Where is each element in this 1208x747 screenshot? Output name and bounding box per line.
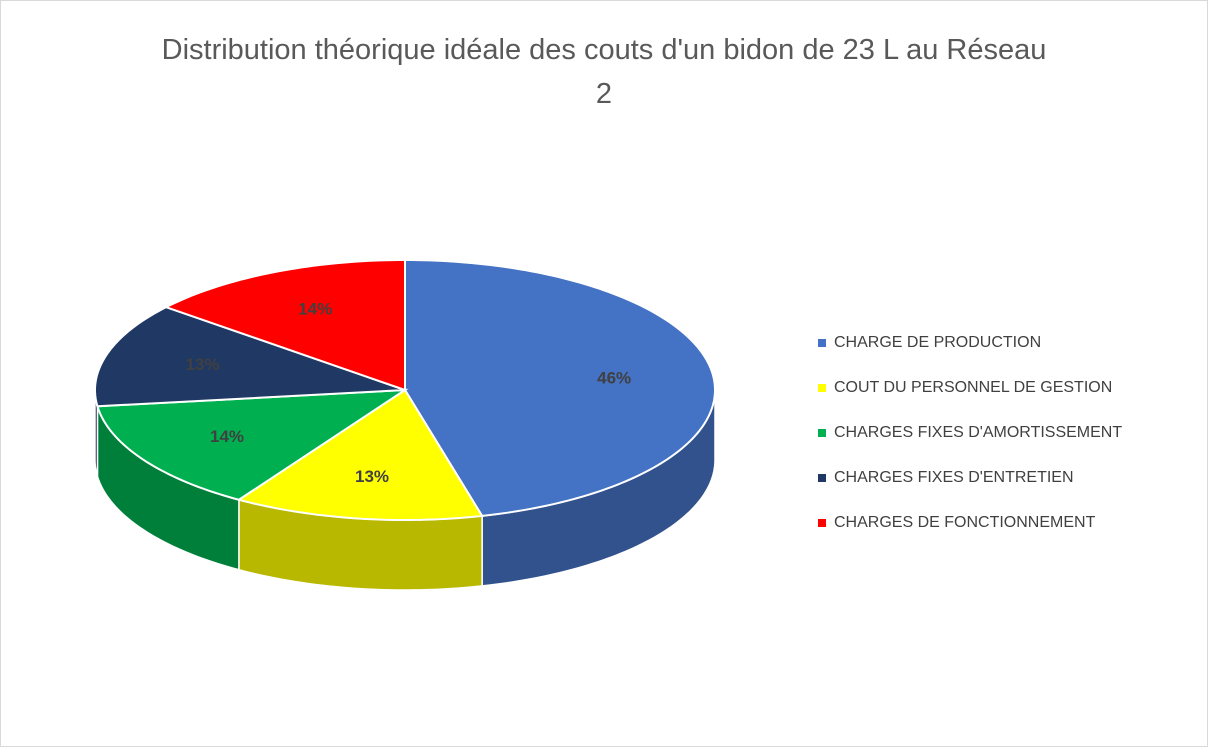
data-label: 46% <box>597 368 631 387</box>
legend-swatch <box>818 384 826 392</box>
legend-swatch <box>818 519 826 527</box>
legend-swatch <box>818 429 826 437</box>
data-label: 13% <box>186 355 220 374</box>
legend-label: CHARGES FIXES D'AMORTISSEMENT <box>834 424 1122 441</box>
data-label: 13% <box>355 467 389 486</box>
legend-label: CHARGES DE FONCTIONNEMENT <box>834 514 1096 531</box>
pie-slice <box>94 306 406 408</box>
pie-slice <box>236 388 484 521</box>
legend-label: COUT DU PERSONNEL DE GESTION <box>834 379 1112 396</box>
legend-label: CHARGE DE PRODUCTION <box>834 334 1041 351</box>
legend-swatch <box>818 474 826 482</box>
data-label: 14% <box>210 427 244 446</box>
pie-slice <box>96 388 409 501</box>
pie-slice <box>404 258 716 517</box>
legend-label: CHARGES FIXES D'ENTRETIEN <box>834 469 1074 486</box>
pie-slice <box>163 258 406 392</box>
legend-swatch <box>818 339 826 347</box>
data-label: 14% <box>298 299 332 318</box>
chart-title: Distribution théorique idéale des couts … <box>161 34 1047 110</box>
